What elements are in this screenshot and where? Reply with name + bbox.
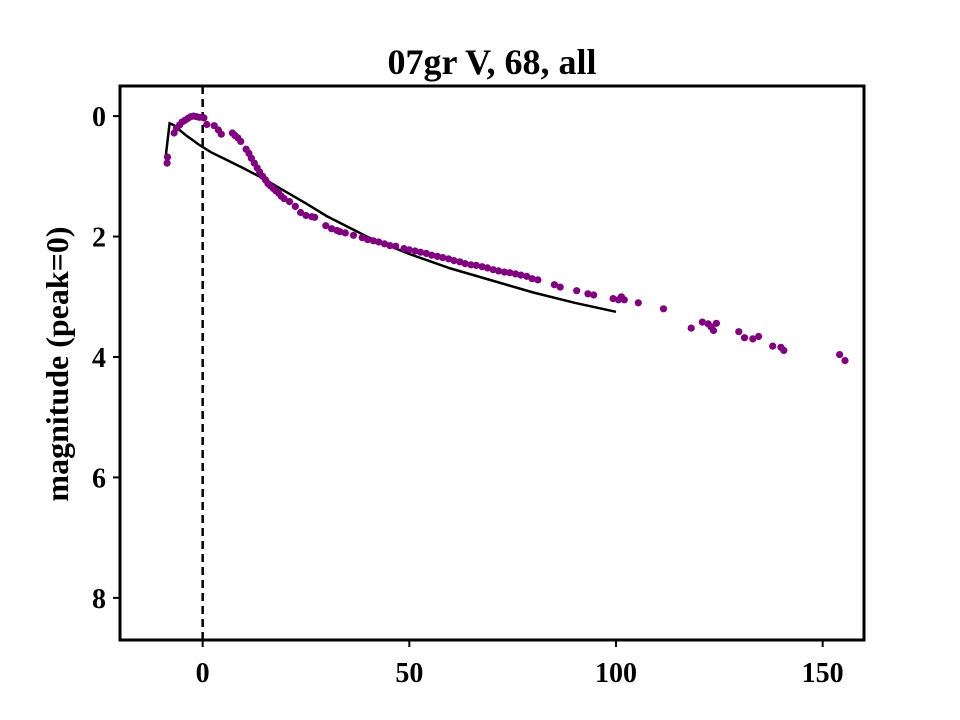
data-point [341, 229, 349, 237]
data-point [556, 283, 564, 291]
data-point [297, 208, 305, 217]
data-point [659, 305, 668, 313]
data-point [590, 291, 598, 299]
data-point [609, 295, 617, 303]
axis-ticks: 0 50 100 150 0 2 4 6 8 [92, 102, 844, 689]
data-point [478, 263, 486, 271]
data-point [769, 342, 777, 350]
data-point [163, 159, 171, 167]
data-point [336, 228, 344, 236]
data-point [386, 242, 394, 250]
data-point [302, 211, 310, 220]
y-tick-label: 2 [92, 223, 106, 254]
data-point [203, 120, 211, 129]
data-point [422, 249, 430, 257]
x-tick-label: 50 [395, 658, 423, 689]
data-point [528, 275, 536, 283]
y-tick-label: 6 [92, 463, 106, 494]
y-axis-label: magnitude (peak=0) [39, 226, 75, 501]
data-point [411, 247, 419, 255]
data-point [620, 296, 628, 304]
plot-area [163, 86, 849, 640]
y-tick-label: 4 [92, 343, 106, 374]
data-point [428, 251, 436, 259]
data-point [200, 114, 208, 122]
y-tick-label: 8 [92, 584, 106, 615]
data-point [163, 153, 172, 161]
data-point [349, 231, 358, 239]
data-point [709, 326, 718, 335]
data-point [698, 318, 707, 326]
data-point [523, 272, 531, 280]
data-point [450, 257, 458, 265]
model-curve [164, 121, 617, 314]
data-point [712, 319, 721, 327]
data-point [740, 334, 749, 342]
data-point [573, 287, 581, 295]
data-point [311, 213, 319, 221]
data-point [439, 254, 447, 262]
data-point [285, 198, 294, 206]
data-point [483, 264, 492, 272]
data-point [634, 299, 642, 307]
data-point [364, 236, 372, 244]
data-point [735, 328, 743, 336]
data-point [375, 238, 383, 246]
data-point [534, 276, 542, 284]
data-point [217, 130, 225, 138]
data-point [550, 281, 559, 289]
data-point [584, 290, 592, 298]
data-point [433, 252, 441, 260]
x-tick-label: 0 [196, 658, 210, 689]
data-point [358, 234, 366, 242]
data-point [322, 222, 330, 230]
data-point [749, 335, 757, 343]
data-point [280, 195, 288, 203]
data-point [405, 246, 413, 254]
data-point [416, 248, 425, 256]
data-point [780, 346, 788, 354]
data-point [380, 240, 389, 248]
data-point [291, 202, 299, 210]
data-point [506, 269, 514, 277]
data-point [472, 261, 480, 269]
data-point [461, 260, 469, 268]
data-point [755, 332, 763, 341]
data-point [517, 271, 525, 279]
data-point [495, 267, 503, 275]
y-tick-label: 0 [92, 102, 106, 133]
x-tick-label: 100 [595, 658, 637, 689]
chart-title: 07gr V, 68, all [387, 42, 596, 82]
data-point [687, 324, 695, 332]
data-point [841, 357, 849, 365]
data-point [237, 137, 245, 145]
data-point [836, 351, 844, 359]
data-point [467, 261, 475, 269]
data-point [392, 242, 400, 250]
data-point [489, 266, 497, 274]
plot-frame [118, 84, 866, 642]
data-point [500, 268, 508, 276]
x-tick-label: 150 [802, 658, 844, 689]
